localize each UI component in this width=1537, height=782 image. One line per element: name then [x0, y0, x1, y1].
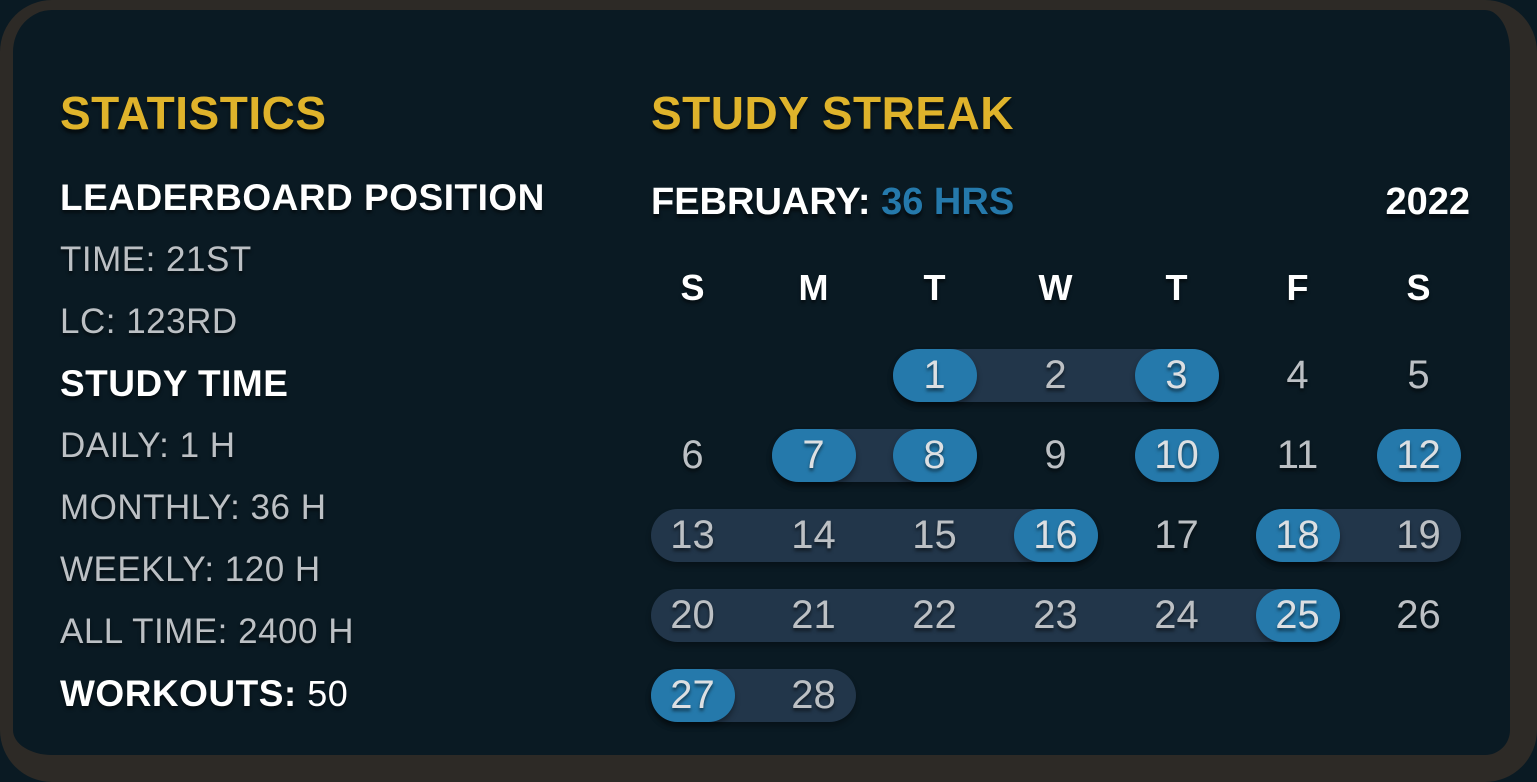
calendar-day: 9	[1044, 433, 1067, 477]
calendar-day: 5	[1407, 353, 1430, 397]
calendar-day: 14	[791, 513, 836, 557]
month-summary-row: FEBRUARY: 36 HRS 2022	[651, 181, 1470, 224]
calendar-grid: 1 2 3 4 5 6 7 8 9 10 11 12 13 14 15 16 17 18 19 20 21 22 23 24 2…	[632, 349, 1479, 749]
studied-day-pill	[1134, 349, 1219, 402]
stat-item: TIME: 21ST	[60, 240, 252, 279]
calendar-day: 25	[1275, 593, 1320, 637]
calendar-day: 8	[923, 433, 946, 477]
calendar-day: 23	[1033, 593, 1078, 637]
stat-item: DAILY: 1 H	[60, 426, 236, 465]
calendar-week-row: 27 28	[632, 669, 1479, 749]
studied-day-pill	[1376, 429, 1461, 482]
stat-value: 50	[296, 673, 349, 714]
day-of-week-header: F	[1286, 267, 1309, 308]
studied-day-pill	[1013, 509, 1098, 562]
studied-day-pill	[892, 349, 977, 402]
calendar-day: 19	[1396, 513, 1441, 557]
calendar-day: 1	[923, 353, 946, 397]
day-of-week-header: M	[798, 267, 829, 308]
calendar-day: 7	[802, 433, 825, 477]
calendar-day: 6	[681, 433, 704, 477]
day-of-week-header: S	[680, 267, 705, 308]
calendar-day: 24	[1154, 593, 1199, 637]
stat-item: LC: 123RD	[60, 302, 238, 341]
year-label: 2022	[1385, 181, 1470, 223]
calendar-day: 12	[1396, 433, 1441, 477]
studied-day-pill	[1255, 509, 1340, 562]
calendar-day: 27	[670, 673, 715, 717]
calendar-day: 26	[1396, 593, 1441, 637]
calendar-day: 11	[1276, 433, 1319, 477]
month-total-hours: 36 HRS	[881, 181, 1015, 223]
calendar-day: 28	[791, 673, 836, 717]
calendar-day: 2	[1044, 353, 1067, 397]
stat-item: ALL TIME: 2400 H	[60, 612, 354, 651]
day-of-week-header: W	[1038, 267, 1073, 308]
stat-item: WEEKLY: 120 H	[60, 550, 321, 589]
day-of-week-header: T	[923, 267, 946, 308]
calendar-day: 17	[1154, 513, 1199, 557]
study-streak-title: STUDY STREAK	[651, 86, 1014, 139]
studied-day-pill	[1255, 589, 1340, 642]
stat-item: STUDY TIME	[60, 363, 289, 404]
calendar-day: 13	[670, 513, 715, 557]
calendar-week-row: 20 21 22 23 24 25 26	[632, 589, 1479, 669]
stat-label: WORKOUTS:	[60, 673, 297, 714]
calendar-day: 15	[912, 513, 957, 557]
stat-item: LEADERBOARD POSITION	[60, 177, 545, 218]
month-summary: FEBRUARY: 36 HRS	[651, 181, 1014, 224]
studied-day-pill	[1134, 429, 1219, 482]
statistics-list: LEADERBOARD POSITION TIME: 21ST LC: 123RD S…	[60, 167, 545, 725]
calendar-week-row: 1 2 3 4 5	[632, 349, 1479, 429]
statistics-title: STATISTICS	[60, 86, 327, 139]
studied-day-pill	[892, 429, 977, 482]
day-of-week-header: S	[1406, 267, 1431, 308]
calendar-day: 22	[912, 593, 957, 637]
calendar-day: 3	[1165, 353, 1188, 397]
calendar-day: 20	[670, 593, 715, 637]
calendar-day: 21	[791, 593, 836, 637]
calendar-day: 16	[1033, 513, 1078, 557]
studied-day-pill	[650, 669, 735, 722]
studied-day-pill	[771, 429, 856, 482]
month-label: FEBRUARY:	[651, 181, 871, 223]
streak-range-band	[650, 589, 1340, 642]
calendar-day: 18	[1275, 513, 1320, 557]
calendar-day: 4	[1286, 353, 1309, 397]
calendar-week-row: 6 7 8 9 10 11 12	[632, 429, 1479, 509]
day-of-week-header: T	[1165, 267, 1188, 308]
calendar-day: 10	[1154, 433, 1199, 477]
stat-item: WORKOUTS: 50	[60, 663, 545, 725]
stat-item: MONTHLY: 36 H	[60, 488, 327, 527]
calendar-week-row: 13 14 15 16 17 18 19	[632, 509, 1479, 589]
